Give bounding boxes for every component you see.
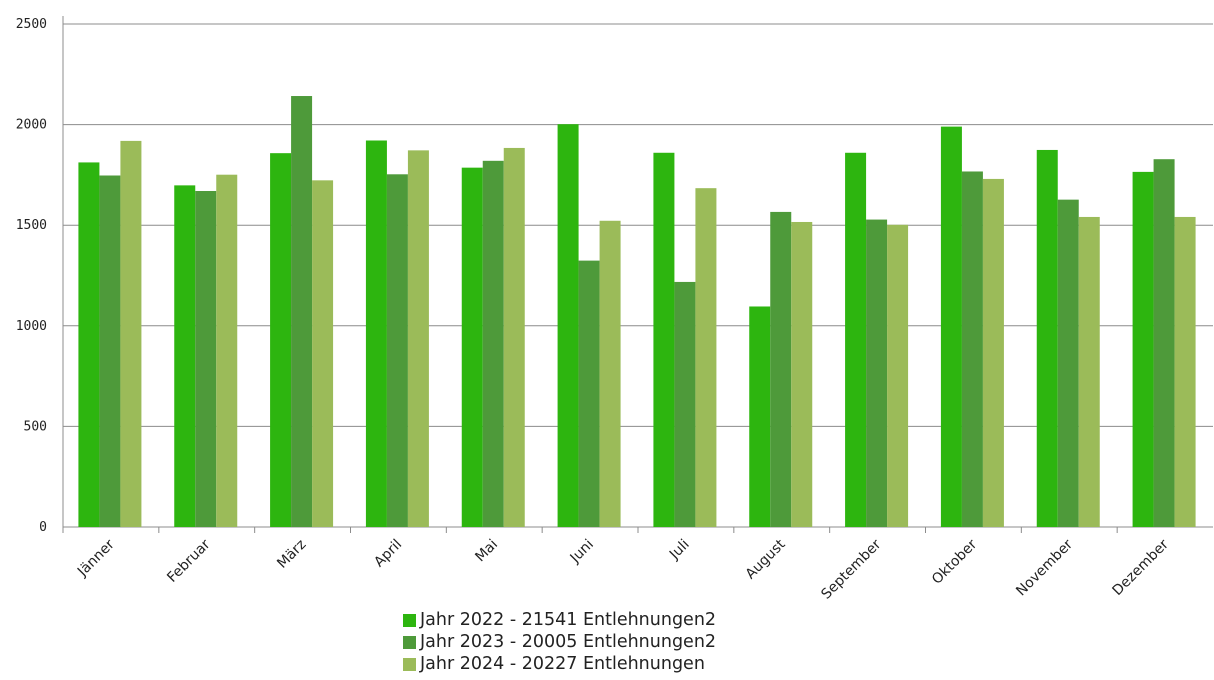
legend-item: Jahr 2022 - 21541 Entlehnungen2 <box>403 609 716 631</box>
legend-label: Jahr 2023 - 20005 Entlehnungen2 <box>420 632 717 652</box>
bar <box>695 188 717 527</box>
bar <box>982 178 1004 527</box>
x-tick-label: Mai <box>472 537 501 566</box>
legend-label: Jahr 2024 - 20227 Entlehnungen <box>420 654 705 674</box>
bar <box>503 147 525 527</box>
bar <box>961 171 983 527</box>
bar <box>887 224 909 527</box>
x-tick-label: August <box>743 536 789 582</box>
x-tick-label: Juli <box>666 537 693 564</box>
legend-label: Jahr 2022 - 21541 Entlehnungen2 <box>420 610 717 630</box>
bar <box>866 219 888 527</box>
bar <box>557 124 579 527</box>
bar <box>461 167 483 527</box>
x-tick-label: März <box>274 537 309 572</box>
x-tick-label: September <box>818 536 884 602</box>
bar <box>1174 216 1196 527</box>
legend: Jahr 2022 - 21541 Entlehnungen2 Jahr 202… <box>403 609 716 675</box>
bar <box>1153 159 1175 527</box>
bar <box>578 260 600 527</box>
bar <box>770 211 792 527</box>
bar <box>653 152 675 527</box>
y-tick-label: 1000 <box>16 319 47 334</box>
x-tick-label: Dezember <box>1110 536 1173 599</box>
bar <box>78 162 100 527</box>
bar <box>386 174 408 528</box>
bar <box>1078 216 1100 527</box>
bar <box>270 153 292 527</box>
bar <box>195 190 217 527</box>
chart: 0 500 1000 1500 2000 2500 Jänner Februar März Apr… <box>16 16 1213 603</box>
legend-item: Jahr 2023 - 20005 Entlehnungen2 <box>403 631 716 653</box>
x-tick-label: Jänner <box>74 536 118 580</box>
bar <box>845 152 867 527</box>
y-tick-label: 0 <box>39 520 47 535</box>
legend-item: Jahr 2024 - 20227 Entlehnungen <box>403 653 716 675</box>
bar <box>599 220 621 527</box>
y-tick-label: 2500 <box>16 17 47 32</box>
legend-swatch <box>403 613 416 627</box>
x-tick-label: November <box>1013 536 1076 599</box>
bar <box>174 185 196 527</box>
bar <box>216 174 238 528</box>
y-tick-label: 500 <box>24 419 47 434</box>
bar <box>482 160 504 528</box>
bar <box>99 175 121 527</box>
bar <box>940 126 962 527</box>
bar <box>312 180 334 527</box>
bar <box>791 221 813 527</box>
legend-swatch <box>403 657 416 671</box>
y-tick-label: 1500 <box>16 218 47 233</box>
bar <box>1036 149 1058 527</box>
bar <box>1132 171 1154 527</box>
x-tick-label: April <box>371 537 405 571</box>
bar <box>291 96 313 527</box>
x-tick-label: Oktober <box>929 536 980 587</box>
bar <box>407 150 429 527</box>
x-tick-label: Juni <box>567 537 597 567</box>
bar <box>749 306 771 527</box>
legend-swatch <box>403 635 416 649</box>
bar <box>120 140 142 527</box>
x-tick-label: Februar <box>164 536 213 585</box>
bar <box>1057 199 1079 528</box>
y-tick-label: 2000 <box>16 118 47 133</box>
bar <box>365 140 387 527</box>
bar <box>674 281 696 527</box>
